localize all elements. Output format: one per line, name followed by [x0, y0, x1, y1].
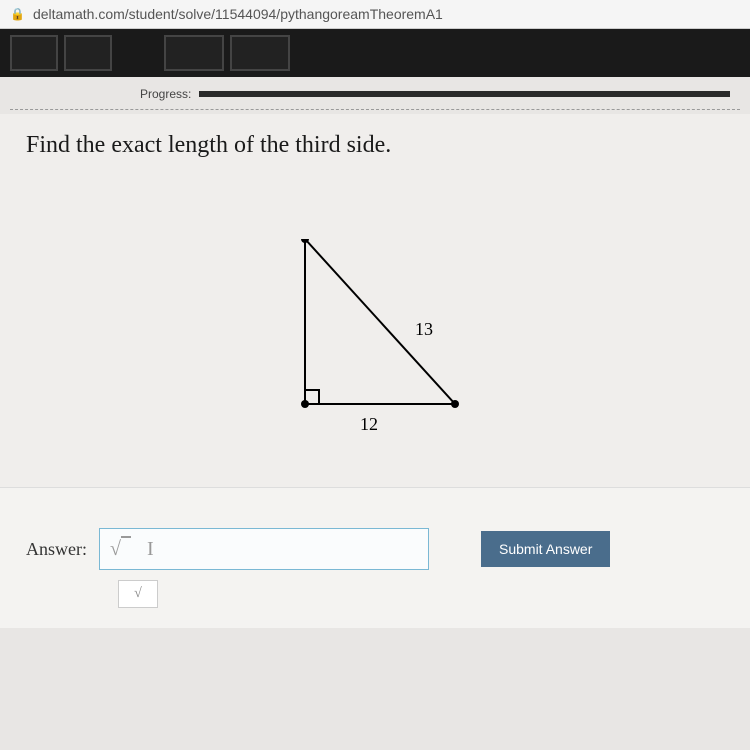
question-prompt: Find the exact length of the third side. [26, 132, 724, 159]
sqrt-keypad-button[interactable]: √ [118, 580, 158, 608]
answer-input[interactable]: √ I [99, 528, 429, 570]
progress-bar [199, 91, 730, 97]
hypotenuse-label: 13 [415, 319, 433, 340]
divider [10, 109, 740, 110]
answer-row: Answer: √ I Submit Answer [26, 528, 724, 570]
input-cursor: I [147, 538, 154, 561]
toolbar-box-3[interactable] [164, 35, 224, 71]
submit-answer-button[interactable]: Submit Answer [481, 531, 610, 567]
url-text: deltamath.com/student/solve/11544094/pyt… [33, 6, 443, 22]
content-area: Find the exact length of the third side.… [0, 114, 750, 487]
toolbar-box-2[interactable] [64, 35, 112, 71]
toolbar-box-1[interactable] [10, 35, 58, 71]
answer-label: Answer: [26, 539, 87, 560]
sqrt-icon: √ [134, 586, 142, 602]
answer-section: Answer: √ I Submit Answer √ [0, 487, 750, 628]
url-bar: 🔒 deltamath.com/student/solve/11544094/p… [0, 0, 750, 29]
progress-label: Progress: [140, 87, 191, 101]
toolbar-box-4[interactable] [230, 35, 290, 71]
keypad-row: √ [26, 570, 724, 608]
triangle-diagram: 13 12 [26, 189, 724, 469]
progress-row: Progress: [0, 77, 750, 109]
base-label: 12 [360, 414, 378, 435]
sqrt-icon: √ [110, 538, 131, 561]
triangle-svg [265, 239, 485, 439]
lock-icon: 🔒 [10, 7, 25, 21]
app-toolbar [0, 29, 750, 77]
